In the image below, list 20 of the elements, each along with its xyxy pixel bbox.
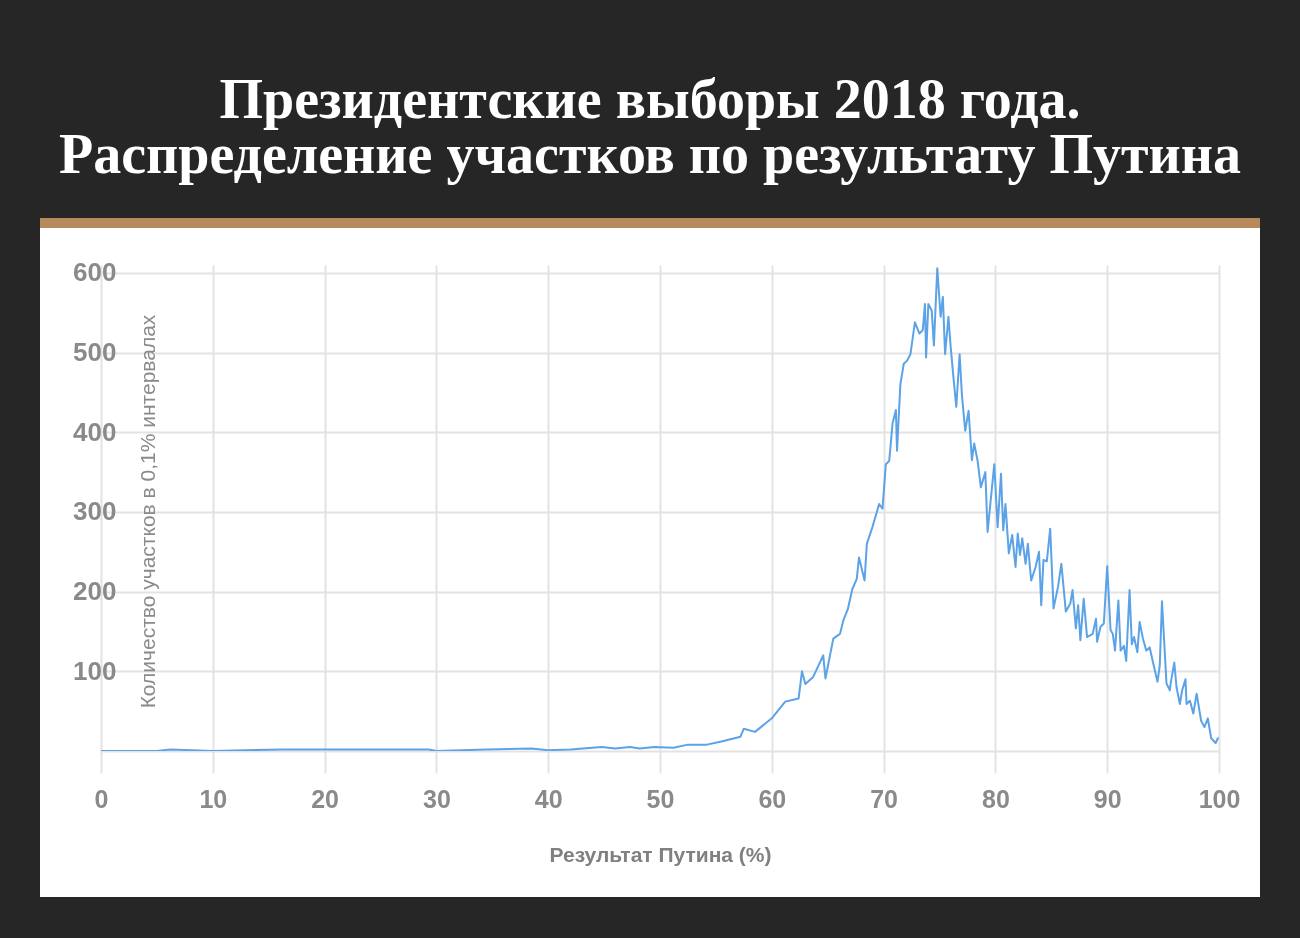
y-tick-label: 200: [73, 576, 117, 607]
x-tick-label: 40: [534, 784, 563, 813]
y-axis-title: Количество участков в 0,1% интервалах: [135, 314, 159, 709]
x-tick-label: 30: [422, 784, 451, 813]
y-tick-label: 100: [73, 655, 117, 686]
x-tick-label: 70: [870, 784, 899, 813]
y-tick-label: 500: [73, 337, 117, 368]
x-tick-label: 80: [981, 784, 1010, 813]
x-tick-label: 10: [199, 784, 228, 813]
x-tick-label: 0: [94, 784, 109, 813]
x-tick-label: 90: [1093, 784, 1122, 813]
x-tick-label: 20: [311, 784, 340, 813]
x-tick-label: 60: [758, 784, 787, 813]
y-tick-label: 400: [73, 416, 117, 447]
y-tick-label: 300: [73, 496, 117, 527]
chart-title: Президентские выборы 2018 года. Распределение участков по результату Путина: [59, 67, 1241, 185]
x-tick-label: 50: [646, 784, 675, 813]
x-axis-title: Результат Путина (%): [549, 842, 772, 866]
y-tick-label: 600: [73, 257, 117, 288]
x-tick-label: 100: [1198, 784, 1241, 813]
